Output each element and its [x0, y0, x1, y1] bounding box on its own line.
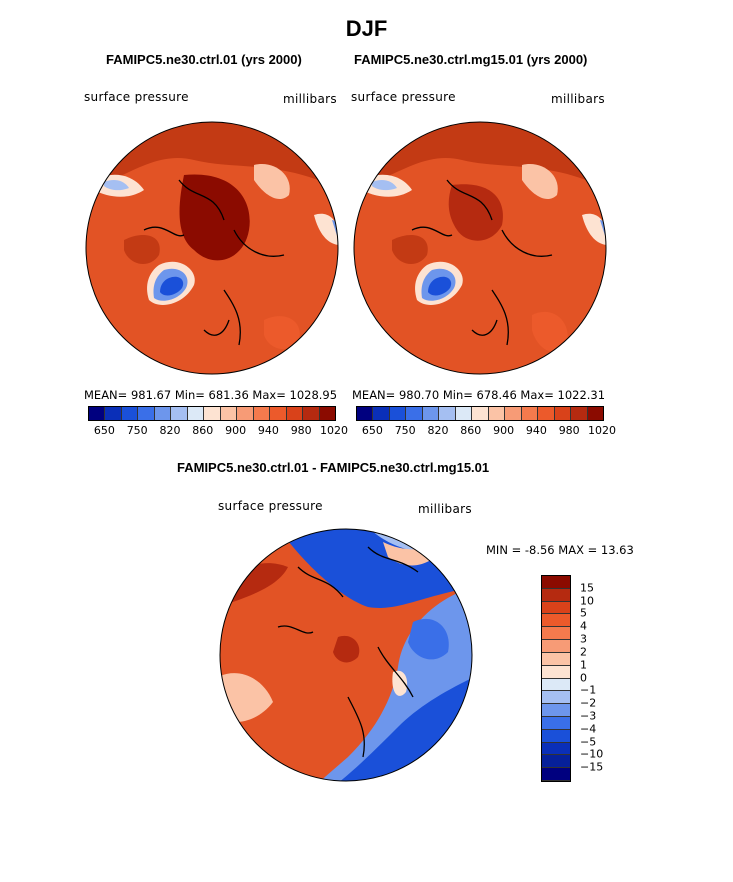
colorbar-tick-label: 980 [558, 424, 580, 437]
colorbar-swatch [303, 407, 320, 420]
colorbar-swatch [357, 407, 374, 420]
colorbar-tick-label: 0 [580, 671, 587, 684]
panel-2-colorbar-ticks: 650 750 820 860 900 940 980 1020 [356, 424, 616, 438]
colorbar-swatch [542, 729, 570, 743]
colorbar-tick-label: −10 [580, 747, 604, 761]
colorbar-tick-label: 900 [493, 424, 515, 437]
colorbar-tick-label: 940 [525, 424, 547, 437]
colorbar-tick-label: 650 [93, 424, 115, 437]
colorbar-tick-label: 1020 [588, 424, 616, 437]
colorbar-tick-label: 15 [580, 581, 594, 595]
colorbar-swatch [389, 407, 407, 420]
main-title: DJF [345, 16, 388, 41]
panel-1-polar-map [85, 121, 339, 375]
colorbar-swatch [542, 588, 570, 602]
difference-units-label: millibars [418, 502, 472, 516]
colorbar-swatch [542, 614, 570, 628]
panel-1-units-label: millibars [283, 92, 337, 106]
colorbar-tick-label: −15 [580, 760, 604, 774]
colorbar-tick-label: 650 [361, 424, 383, 437]
colorbar-swatch [505, 407, 522, 420]
colorbar-swatch [154, 407, 172, 420]
colorbar-tick-label: −2 [580, 696, 597, 710]
colorbar-tick-label: 1 [580, 658, 587, 672]
colorbar-tick-label: 820 [159, 424, 181, 437]
difference-variable-label: surface pressure [218, 499, 323, 513]
colorbar-tick-label: 860 [460, 424, 482, 437]
colorbar-tick-label: 2 [580, 645, 587, 659]
difference-min-max: MIN = -8.56 MAX = 13.63 [486, 543, 634, 557]
colorbar-swatch [439, 407, 456, 420]
difference-colorbar [541, 575, 571, 782]
colorbar-swatch [270, 407, 287, 420]
panel-1-colorbar [88, 406, 336, 421]
panel-1-title: FAMIPC5.ne30.ctrl.01 (yrs 2000) [106, 52, 302, 67]
colorbar-tick-label: 940 [257, 424, 279, 437]
colorbar-swatch [237, 407, 254, 420]
colorbar-swatch [171, 407, 188, 420]
difference-colorbar-ticks: 15 10 5 4 3 2 1 0 −1 −2 −3 −4 −5 −10 −15 [580, 575, 620, 780]
colorbar-swatch [542, 652, 570, 666]
difference-panel-title: FAMIPC5.ne30.ctrl.01 - FAMIPC5.ne30.ctrl… [177, 460, 490, 475]
colorbar-swatch [422, 407, 440, 420]
colorbar-swatch [554, 407, 572, 420]
colorbar-swatch [220, 407, 238, 420]
colorbar-tick-label: 4 [580, 619, 587, 633]
colorbar-tick-label: 900 [225, 424, 247, 437]
panel-1-variable-label: surface pressure [84, 90, 189, 104]
colorbar-swatch [542, 742, 570, 756]
colorbar-tick-label: −5 [580, 735, 597, 749]
colorbar-swatch [406, 407, 423, 420]
colorbar-swatch [542, 601, 570, 615]
colorbar-swatch [542, 576, 570, 589]
colorbar-swatch [542, 768, 570, 781]
colorbar-tick-label: 980 [290, 424, 312, 437]
colorbar-swatch [319, 407, 336, 420]
colorbar-swatch [542, 691, 570, 705]
colorbar-tick-label: 5 [580, 606, 587, 620]
colorbar-swatch [542, 678, 570, 692]
colorbar-swatch [89, 407, 106, 420]
colorbar-tick-label: 3 [580, 632, 587, 646]
colorbar-swatch [488, 407, 506, 420]
colorbar-swatch [587, 407, 604, 420]
colorbar-swatch [542, 704, 570, 717]
colorbar-tick-label: 750 [126, 424, 148, 437]
colorbar-swatch [542, 665, 570, 679]
colorbar-tick-label: −4 [580, 722, 597, 736]
panel-2-polar-map [353, 121, 607, 375]
colorbar-tick-label: 860 [192, 424, 214, 437]
colorbar-swatch [521, 407, 539, 420]
colorbar-swatch [121, 407, 139, 420]
colorbar-tick-label: 820 [427, 424, 449, 437]
panel-1-colorbar-ticks: 650 750 820 860 900 940 980 1020 [88, 424, 348, 438]
difference-polar-map [219, 528, 473, 782]
colorbar-swatch [373, 407, 390, 420]
colorbar-swatch [472, 407, 489, 420]
colorbar-swatch [542, 755, 570, 769]
colorbar-swatch [542, 627, 570, 641]
panel-2-variable-label: surface pressure [351, 90, 456, 104]
colorbar-swatch [571, 407, 588, 420]
colorbar-tick-label: 1020 [320, 424, 348, 437]
panel-1-stats: MEAN= 981.67 Min= 681.36 Max= 1028.95 [84, 388, 338, 402]
colorbar-tick-label: 750 [394, 424, 416, 437]
colorbar-swatch [538, 407, 555, 420]
panel-2-title: FAMIPC5.ne30.ctrl.mg15.01 (yrs 2000) [354, 52, 588, 67]
panel-2-stats: MEAN= 980.70 Min= 678.46 Max= 1022.31 [352, 388, 606, 402]
colorbar-swatch [204, 407, 221, 420]
colorbar-swatch [105, 407, 122, 420]
colorbar-tick-label: 10 [580, 594, 594, 608]
colorbar-swatch [455, 407, 473, 420]
panel-2-colorbar [356, 406, 604, 421]
panel-2-units-label: millibars [551, 92, 605, 106]
colorbar-swatch [542, 716, 570, 730]
colorbar-swatch [286, 407, 304, 420]
colorbar-tick-label: −1 [580, 683, 597, 697]
colorbar-swatch [138, 407, 155, 420]
colorbar-swatch [253, 407, 271, 420]
colorbar-swatch [542, 640, 570, 653]
colorbar-swatch [187, 407, 205, 420]
colorbar-tick-label: −3 [580, 709, 597, 723]
